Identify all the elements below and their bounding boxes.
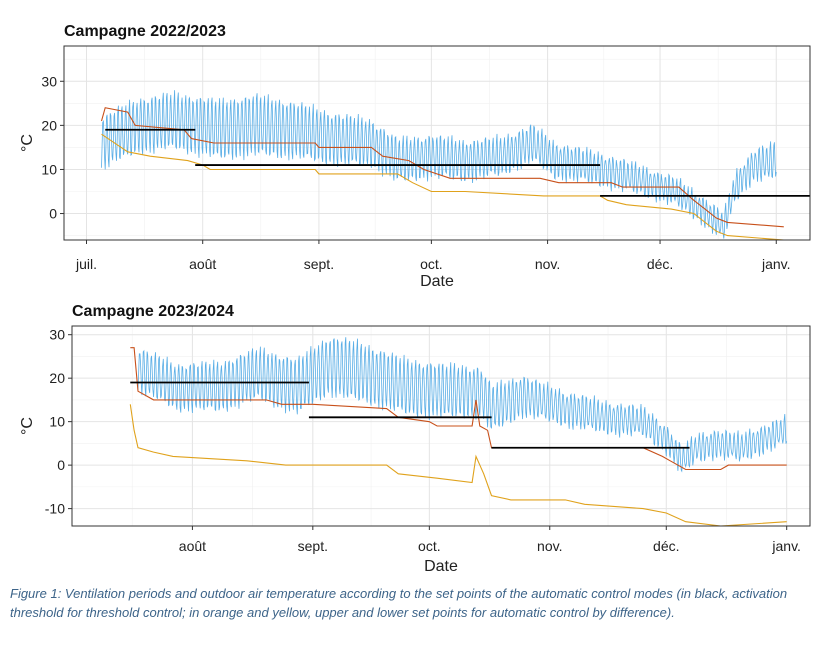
- x-tick-label: juil.: [75, 256, 97, 272]
- x-tick-label: sept.: [298, 538, 328, 554]
- chart-title: Campagne 2023/2024: [72, 303, 234, 320]
- x-tick-label: oct.: [418, 538, 441, 554]
- y-tick-label: 20: [41, 117, 57, 133]
- x-tick-label: nov.: [537, 538, 562, 554]
- x-tick-label: août: [189, 256, 216, 272]
- figure: Campagne 2022/2023 0 10 20 30 juil. août sept.…: [19, 23, 811, 575]
- x-tick-label: août: [179, 538, 206, 554]
- y-tick-label: 10: [41, 161, 57, 177]
- y-tick-label: 0: [57, 457, 65, 473]
- y-axis-title: °C: [19, 417, 36, 435]
- plot-border: [63, 45, 811, 241]
- x-tick-label: déc.: [653, 538, 679, 554]
- axis-ticks: -10 0 10 20 30 août sept. oct. nov. déc. janv.: [45, 327, 801, 554]
- x-tick-label: oct.: [420, 256, 443, 272]
- series-outdoor-temperature: [101, 90, 777, 239]
- x-tick-label: janv.: [761, 256, 791, 272]
- y-tick-label: 30: [49, 327, 65, 343]
- plot-border: [71, 325, 811, 527]
- series-lower-setpoint: [101, 133, 784, 241]
- figure-caption: Figure 1: Ventilation periods and outdoo…: [10, 586, 788, 620]
- x-axis-title: Date: [420, 273, 454, 290]
- x-tick-label: nov.: [535, 256, 560, 272]
- chart-2023-2024: Campagne 2023/2024 -10 0 10 20 30 août sept. oc…: [19, 303, 811, 575]
- data-layer: [100, 90, 810, 241]
- series-outdoor-temperature: [137, 337, 788, 473]
- y-tick-label: -10: [45, 501, 65, 517]
- y-tick-label: 20: [49, 370, 65, 386]
- y-tick-label: 10: [49, 414, 65, 430]
- axis-ticks: 0 10 20 30 juil. août sept. oct. nov. déc. janv.: [41, 73, 790, 272]
- y-tick-label: 0: [49, 206, 57, 222]
- chart-2022-2023: Campagne 2022/2023 0 10 20 30 juil. août sept.…: [19, 23, 811, 290]
- x-tick-label: janv.: [771, 538, 801, 554]
- y-tick-label: 30: [41, 73, 57, 89]
- data-layer: [129, 337, 788, 527]
- chart-title: Campagne 2022/2023: [64, 23, 226, 40]
- x-tick-label: sept.: [304, 256, 334, 272]
- series-upper-setpoint: [130, 347, 787, 471]
- x-axis-title: Date: [424, 558, 458, 575]
- series-lower-setpoint: [129, 404, 787, 527]
- y-axis-title: °C: [19, 134, 36, 152]
- x-tick-label: déc.: [647, 256, 673, 272]
